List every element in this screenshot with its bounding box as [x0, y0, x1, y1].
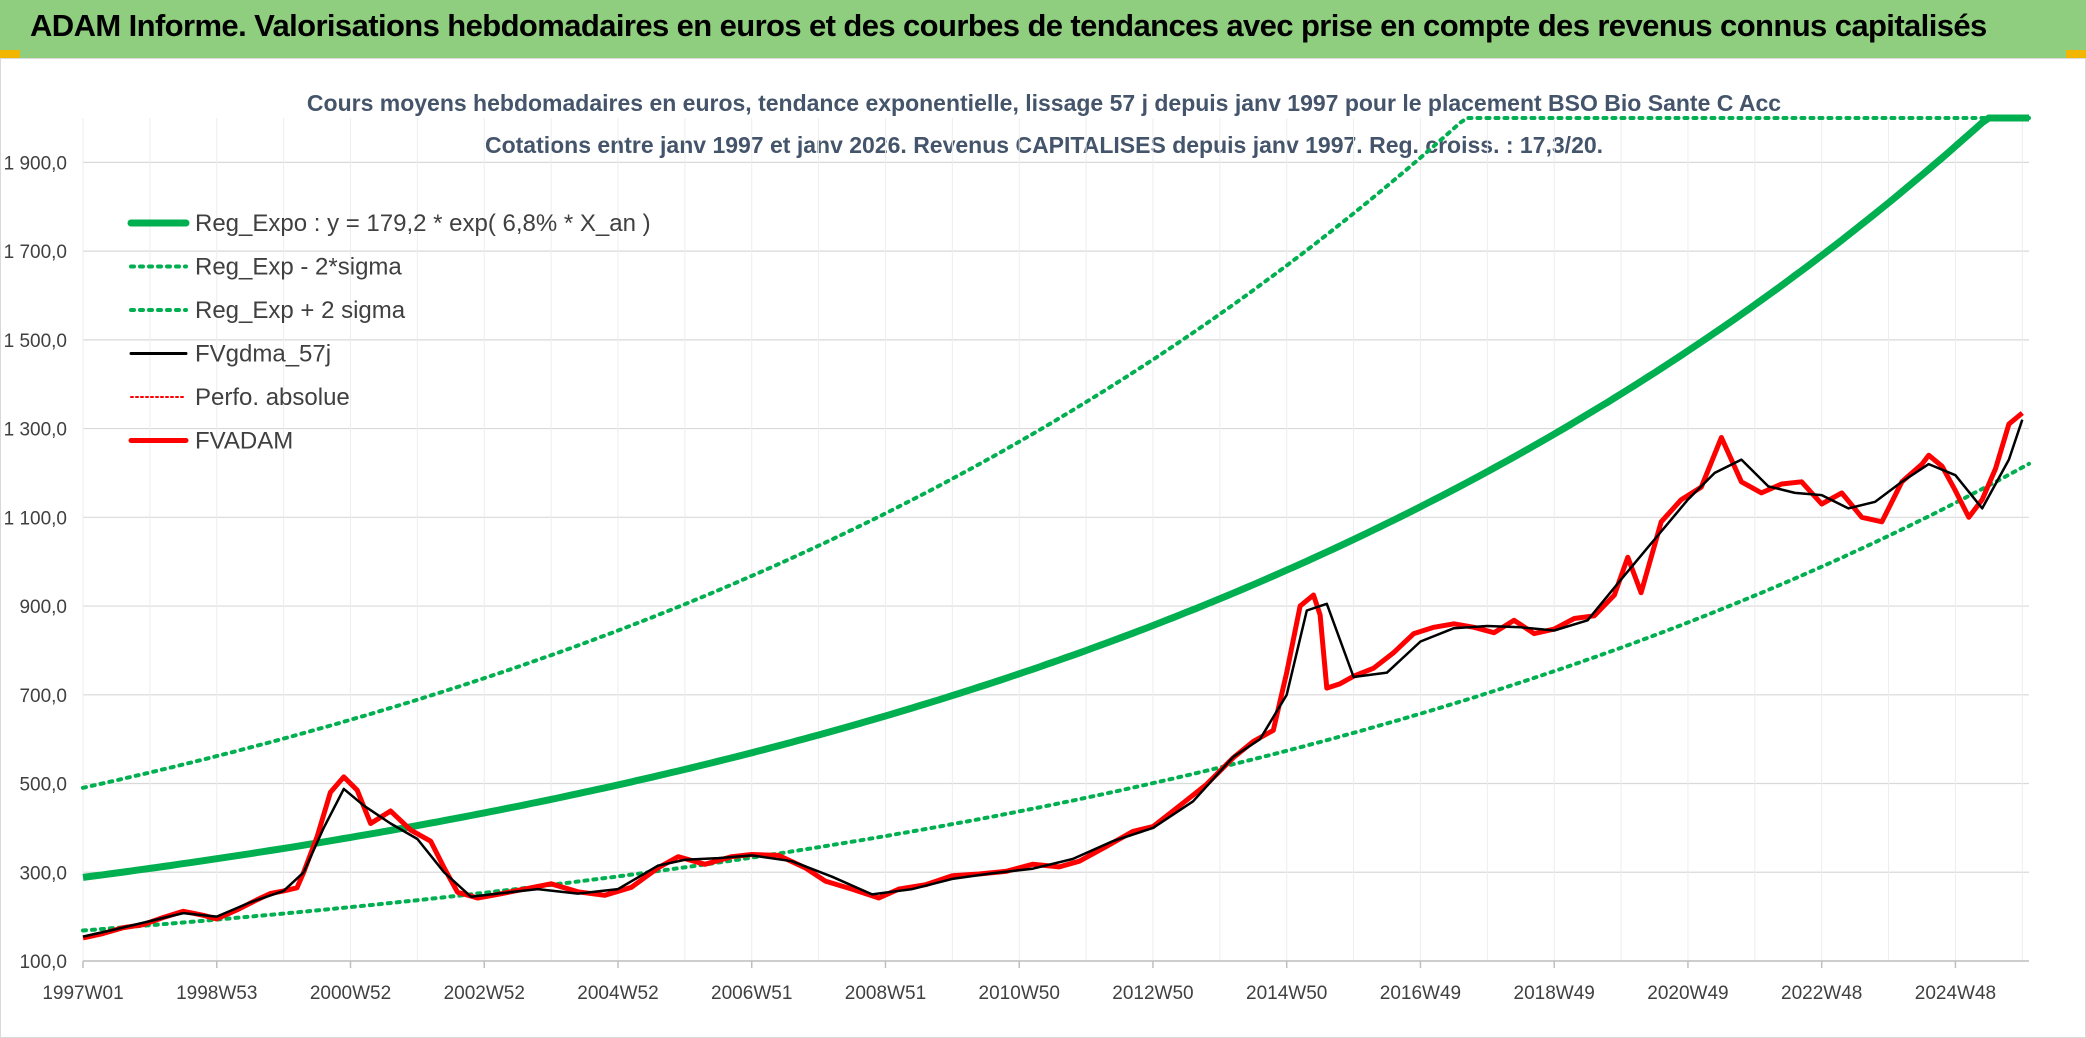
- fvgdma-57j-line: [82, 419, 2024, 938]
- x-tick-label: 2008W51: [845, 983, 926, 1004]
- y-tick-label: 700,0: [19, 686, 67, 707]
- x-tick-label: 2022W48: [1781, 983, 1862, 1004]
- legend-label: Reg_Expo : y = 179,2 * exp( 6,8% * X_an …: [195, 210, 651, 237]
- plot-area: [81, 114, 2031, 941]
- legend-label: Reg_Exp - 2*sigma: [195, 254, 402, 281]
- y-axis: 100,0 300,0 500,0 700,0 900,0 1 100,0 1 300,0 1…: [4, 153, 67, 973]
- chart-title-line2: Cotations entre janv 1997 et janv 2026. …: [485, 132, 1603, 158]
- x-tick-label: 2014W50: [1246, 983, 1327, 1004]
- legend-label: FVADAM: [195, 428, 293, 455]
- y-tick-label: 500,0: [19, 775, 67, 796]
- x-tick-label: 2000W52: [310, 983, 391, 1004]
- x-tick-label: 2024W48: [1915, 983, 1996, 1004]
- y-tick-label: 1 500,0: [4, 331, 67, 352]
- fvadam-line: [82, 411, 2024, 941]
- legend-label: Perfo. absolue: [195, 384, 350, 411]
- y-tick-label: 1 700,0: [4, 242, 67, 263]
- x-tick-label: 2010W50: [979, 983, 1060, 1004]
- x-tick-label: 2002W52: [444, 983, 525, 1004]
- y-tick-label: 1 300,0: [4, 420, 67, 441]
- header-left-accent: [0, 50, 20, 58]
- x-axis: 1997W01 1998W53 2000W52 2002W52 2004W52 2006W…: [42, 960, 2029, 1004]
- line-chart: Cours moyens hebdomadaires en euros, ten…: [4, 90, 2031, 1004]
- y-tick-label: 1 100,0: [4, 508, 67, 529]
- y-tick-label: 300,0: [19, 863, 67, 884]
- x-tick-label: 2012W50: [1112, 983, 1193, 1004]
- reg-exp-plus-2sigma-line: [81, 116, 2031, 790]
- header-right-accent: [2066, 50, 2086, 58]
- legend-label: FVgdma_57j: [195, 341, 331, 368]
- legend-label: Reg_Exp + 2 sigma: [195, 297, 406, 324]
- y-tick-label: 1 900,0: [4, 153, 67, 174]
- legend: Reg_Expo : y = 179,2 * exp( 6,8% * X_an …: [127, 210, 651, 455]
- x-tick-label: 1998W53: [176, 983, 257, 1004]
- x-tick-label: 2004W52: [577, 983, 658, 1004]
- report-title: ADAM Informe. Valorisations hebdomadaire…: [30, 8, 1987, 43]
- x-tick-label: 2006W51: [711, 983, 792, 1004]
- report-header: ADAM Informe. Valorisations hebdomadaire…: [0, 0, 2086, 58]
- y-tick-label: 900,0: [19, 597, 67, 618]
- y-tick-label: 100,0: [19, 952, 67, 973]
- chart-title-line1: Cours moyens hebdomadaires en euros, ten…: [307, 90, 1781, 116]
- reg-exp-minus-2sigma-line: [81, 461, 2031, 933]
- x-tick-label: 1997W01: [42, 983, 123, 1004]
- x-tick-label: 2020W49: [1647, 983, 1728, 1004]
- gridlines: [82, 118, 2029, 962]
- x-tick-label: 2016W49: [1380, 983, 1461, 1004]
- chart-frame: Cours moyens hebdomadaires en euros, ten…: [0, 58, 2086, 1038]
- x-tick-label: 2018W49: [1514, 983, 1595, 1004]
